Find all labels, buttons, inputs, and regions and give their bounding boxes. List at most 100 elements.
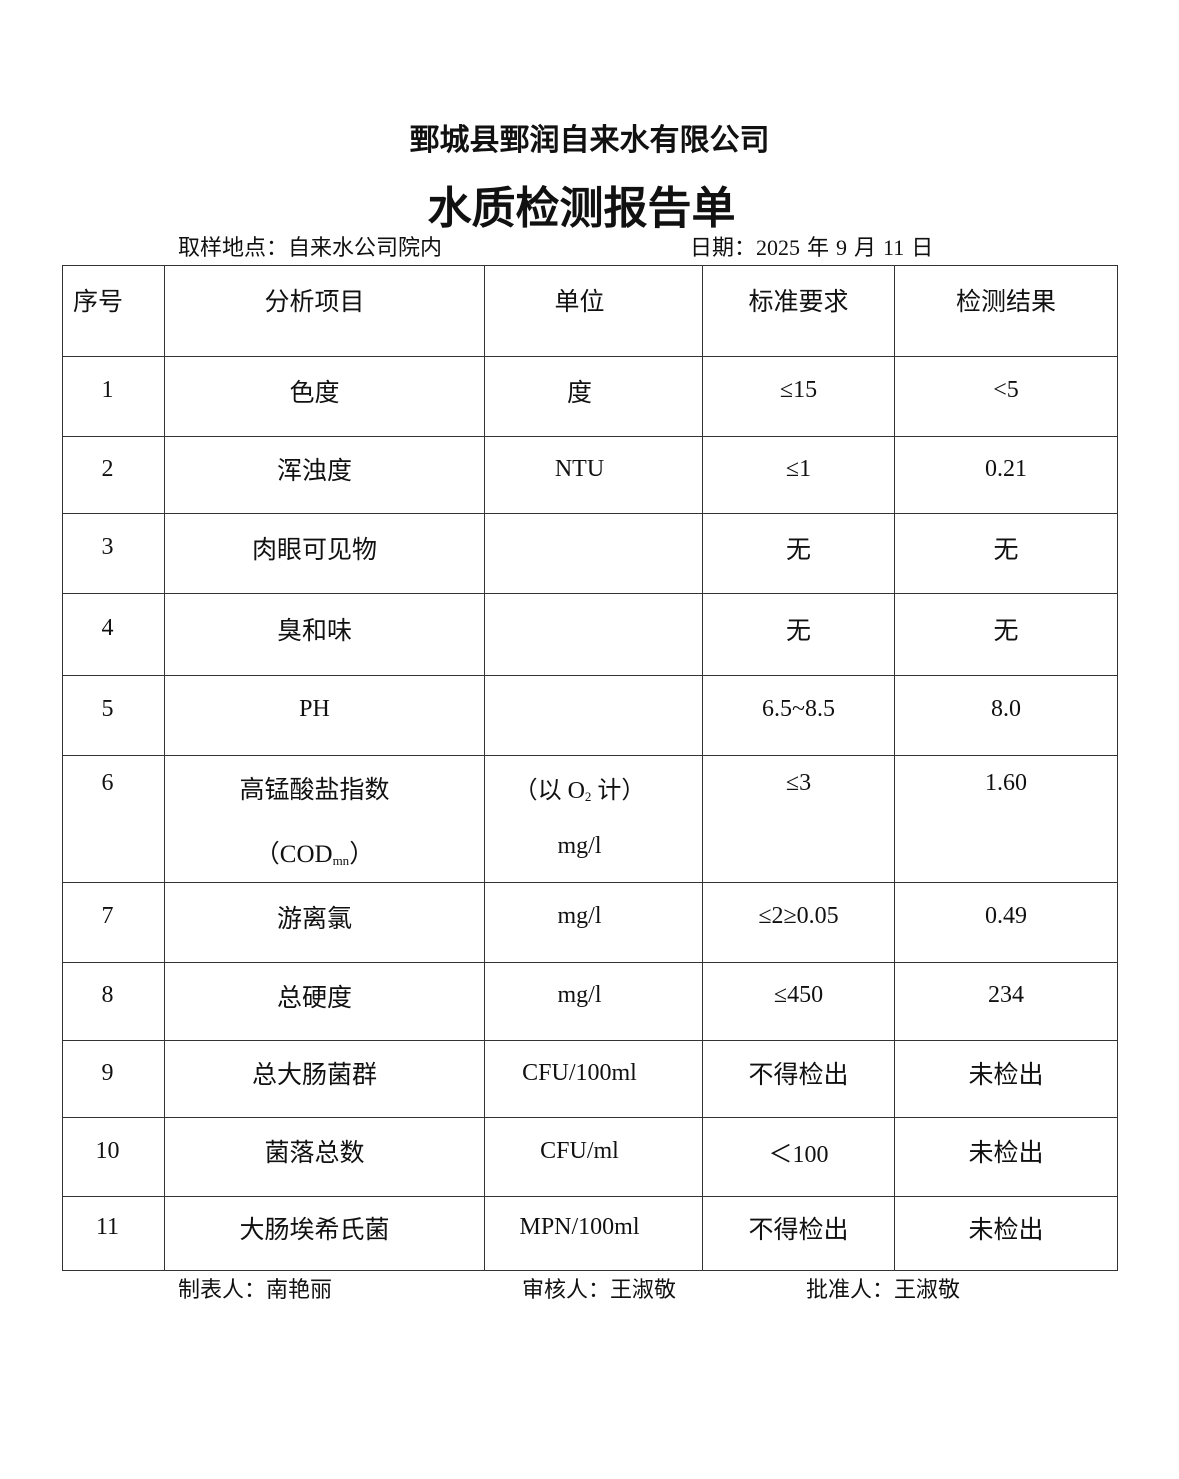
analysis-item: 臭和味	[164, 593, 485, 676]
analysis-item: 游离氯	[164, 882, 485, 963]
cell-text: <5	[993, 377, 1019, 403]
row-number: 6	[62, 755, 165, 883]
date-day: 11	[883, 235, 905, 260]
location-value: 自来水公司院内	[288, 236, 443, 261]
company-name: 鄄城县鄄润自来水有限公司	[409, 123, 770, 158]
date-year-unit: 年	[807, 236, 830, 261]
test-result: 234	[894, 962, 1118, 1041]
cell-text: 2	[101, 455, 114, 482]
cell-text: PH	[299, 696, 330, 722]
table-row: 11 大肠埃希氏菌 MPN/100ml 不得检出 未检出	[62, 1196, 1118, 1271]
date-month-unit: 月	[854, 236, 877, 261]
cell-text: MPN/100ml	[519, 1214, 640, 1240]
cell-text: 不得检出	[748, 1060, 849, 1089]
date-day-unit: 日	[911, 236, 934, 261]
row-number: 5	[62, 675, 165, 756]
cell-text: 游离氯	[276, 903, 352, 933]
cell-text: ≤450	[773, 982, 824, 1008]
cell-text: 未检出	[968, 1214, 1044, 1244]
standard-requirement: ≤3	[702, 755, 895, 883]
standard-requirement: 不得检出	[702, 1040, 895, 1118]
cell-text: 无	[785, 534, 811, 564]
analysis-item: 色度	[164, 356, 485, 437]
cell-text: （以 O2 计） mg/l	[514, 770, 646, 860]
analysis-item: 大肠埃希氏菌	[164, 1196, 485, 1271]
row-number: 9	[62, 1040, 165, 1118]
cell-text: CFU/ml	[540, 1137, 619, 1164]
cell-text: 7	[101, 903, 114, 929]
cell-text: 6	[101, 770, 114, 796]
analysis-item: 浑浊度	[164, 436, 485, 514]
test-result: 0.21	[894, 436, 1118, 514]
cell-text: 8.0	[991, 696, 1021, 722]
cell-text: 234	[988, 982, 1024, 1008]
standard-requirement: ≤1	[702, 436, 895, 514]
table-row: 10 菌落总数 CFU/ml ＜100 未检出	[62, 1117, 1118, 1197]
analysis-item: 高锰酸盐指数 （CODmn）	[164, 755, 485, 883]
test-result: 8.0	[894, 675, 1118, 756]
standard-requirement: 无	[702, 513, 895, 594]
location-label: 取样地点：	[178, 236, 289, 261]
row-number: 7	[62, 882, 165, 963]
standard-requirement: ≤450	[702, 962, 895, 1041]
unit	[484, 675, 703, 756]
reviewed-name: 王淑敬	[610, 1278, 677, 1303]
cell-text: NTU	[554, 455, 605, 482]
cell-text: ≤3	[785, 770, 812, 796]
table-row: 2 浑浊度 NTU ≤1 0.21	[62, 436, 1118, 514]
cell-text: mg/l	[557, 903, 602, 929]
cell-text: ≤2≥0.05	[758, 903, 839, 929]
item-abbrev: （CODmn）	[239, 834, 389, 870]
cell-text: 总大肠菌群	[251, 1060, 377, 1089]
unit: MPN/100ml	[484, 1196, 703, 1271]
table-row: 8 总硬度 mg/l ≤450 234	[62, 962, 1118, 1041]
test-result: 未检出	[894, 1040, 1118, 1118]
row-number: 10	[62, 1117, 165, 1197]
unit	[484, 513, 703, 594]
standard-requirement: ≤15	[702, 356, 895, 437]
prepared-by: 制表人：南艳丽	[178, 1272, 332, 1304]
cell-text: ＜100	[768, 1141, 829, 1168]
reviewed-by: 审核人：王淑敬	[522, 1272, 676, 1304]
water-quality-table: 序号 分析项目 单位 标准要求 检测结果 1 色度 度 ≤15 <5 2 浑浊度 NTU ≤1 0…	[62, 265, 1118, 1271]
cell-text: 未检出	[968, 1138, 1044, 1167]
table-row: 6 高锰酸盐指数 （CODmn） （以 O2 计） mg/l ≤3 1.60	[62, 755, 1118, 883]
cell-text: 0.49	[985, 903, 1027, 929]
table-row: 5 PH 6.5~8.5 8.0	[62, 675, 1118, 756]
unit-text: （以 O	[513, 778, 585, 804]
cell-text: 9	[101, 1059, 114, 1086]
item-abbrev-close: ）	[349, 841, 375, 868]
cell-text: 8	[101, 982, 114, 1008]
cell-text: 无	[993, 534, 1019, 564]
date-label: 日期：	[690, 236, 757, 261]
analysis-item: 肉眼可见物	[164, 513, 485, 594]
row-number: 8	[62, 962, 165, 1041]
column-header: 序号	[62, 265, 165, 357]
date-year: 2025	[756, 235, 801, 260]
unit: mg/l	[484, 882, 703, 963]
unit: 度	[484, 356, 703, 437]
cell-text: 不得检出	[748, 1214, 849, 1244]
row-number: 3	[62, 513, 165, 594]
analysis-item: 总硬度	[164, 962, 485, 1041]
test-result: 1.60	[894, 755, 1118, 883]
unit: （以 O2 计） mg/l	[484, 755, 703, 883]
test-result: 未检出	[894, 1196, 1118, 1271]
column-header: 标准要求	[702, 265, 895, 357]
cell-text: 色度	[289, 377, 340, 407]
column-header: 单位	[484, 265, 703, 357]
test-result: <5	[894, 356, 1118, 437]
cell-text: 10	[95, 1137, 120, 1164]
report-date: 日期：2025 年 9 月 11 日	[690, 230, 933, 262]
analysis-item: PH	[164, 675, 485, 756]
column-header: 分析项目	[164, 265, 485, 357]
standard-requirement: 不得检出	[702, 1196, 895, 1271]
unit-sub: 2	[584, 789, 592, 804]
test-result: 无	[894, 593, 1118, 676]
table-row: 9 总大肠菌群 CFU/100ml 不得检出 未检出	[62, 1040, 1118, 1118]
cell-text: 1.60	[985, 770, 1027, 796]
prepared-label: 制表人：	[178, 1278, 267, 1303]
cell-text: 4	[101, 615, 114, 641]
cell-text: 0.21	[985, 455, 1027, 482]
cell-text: 6.5~8.5	[762, 696, 835, 722]
